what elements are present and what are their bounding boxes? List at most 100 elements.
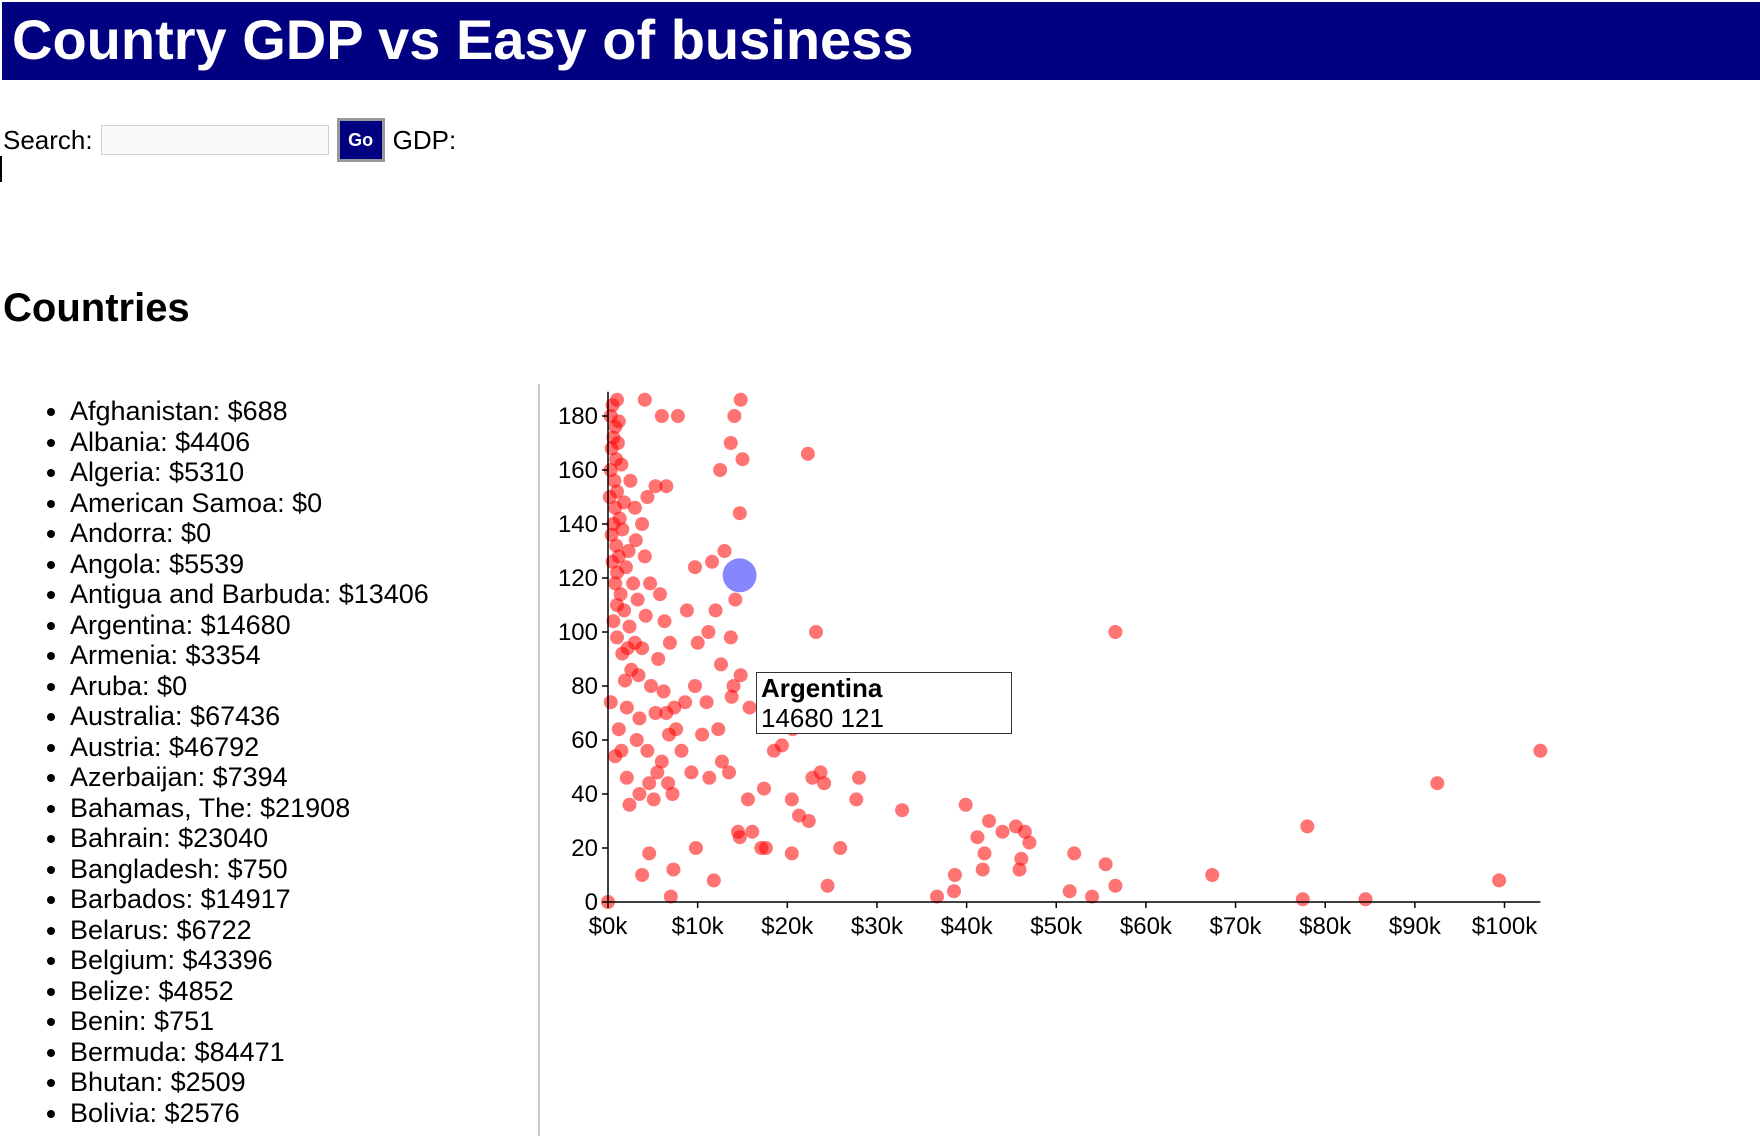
data-point[interactable]	[1533, 743, 1548, 758]
data-point[interactable]	[612, 511, 627, 526]
data-point[interactable]	[646, 792, 661, 807]
data-point[interactable]	[711, 722, 726, 737]
data-point[interactable]	[732, 830, 747, 845]
data-point[interactable]	[656, 684, 671, 699]
data-point[interactable]	[613, 587, 628, 602]
data-point[interactable]	[690, 635, 705, 650]
data-point[interactable]	[1017, 824, 1032, 839]
data-point[interactable]	[654, 409, 669, 423]
data-point[interactable]	[1067, 846, 1082, 861]
data-point[interactable]	[766, 743, 781, 758]
data-point[interactable]	[635, 641, 650, 656]
data-point[interactable]	[728, 592, 743, 607]
data-point[interactable]	[1300, 819, 1315, 834]
data-point[interactable]	[657, 614, 672, 629]
data-point[interactable]	[714, 754, 729, 769]
data-point[interactable]	[640, 743, 655, 758]
data-point[interactable]	[626, 576, 641, 591]
data-point[interactable]	[608, 749, 623, 764]
data-point[interactable]	[627, 500, 642, 515]
data-point[interactable]	[659, 479, 674, 494]
data-point[interactable]	[643, 576, 658, 591]
search-input[interactable]	[100, 125, 329, 155]
data-point[interactable]	[735, 452, 750, 467]
data-point[interactable]	[1492, 873, 1507, 888]
data-point[interactable]	[661, 776, 676, 791]
data-point[interactable]	[640, 490, 655, 504]
data-point[interactable]	[610, 392, 624, 407]
data-point[interactable]	[975, 862, 990, 877]
data-point[interactable]	[621, 544, 636, 558]
data-point[interactable]	[852, 770, 866, 785]
data-point[interactable]	[632, 711, 647, 726]
data-point[interactable]	[684, 765, 699, 780]
data-point[interactable]	[615, 646, 630, 661]
data-point[interactable]	[603, 463, 618, 477]
data-point[interactable]	[732, 506, 747, 521]
data-point[interactable]	[642, 846, 657, 861]
data-point[interactable]	[610, 630, 624, 645]
data-point[interactable]	[1098, 857, 1113, 872]
data-point[interactable]	[688, 679, 702, 693]
data-point[interactable]	[713, 463, 728, 477]
data-point[interactable]	[623, 473, 638, 488]
go-button[interactable]: Go	[336, 118, 385, 162]
data-point[interactable]	[695, 727, 710, 742]
data-point[interactable]	[745, 824, 760, 839]
data-point[interactable]	[895, 803, 910, 818]
highlighted-point[interactable]	[722, 558, 757, 593]
data-point[interactable]	[610, 484, 624, 499]
data-point[interactable]	[970, 830, 985, 845]
data-point[interactable]	[617, 495, 632, 510]
data-point[interactable]	[733, 392, 748, 407]
data-point[interactable]	[1085, 889, 1100, 904]
data-point[interactable]	[723, 630, 738, 645]
data-point[interactable]	[706, 873, 721, 888]
data-point[interactable]	[607, 473, 622, 488]
data-point[interactable]	[669, 722, 684, 737]
data-point[interactable]	[622, 797, 637, 812]
data-point[interactable]	[740, 792, 755, 807]
data-point[interactable]	[699, 695, 714, 710]
data-point[interactable]	[663, 889, 678, 904]
data-point[interactable]	[619, 700, 634, 715]
data-point[interactable]	[784, 846, 799, 861]
data-point[interactable]	[618, 673, 632, 688]
data-point[interactable]	[629, 733, 644, 747]
data-point[interactable]	[805, 770, 820, 785]
data-point[interactable]	[611, 414, 626, 429]
data-point[interactable]	[650, 765, 665, 780]
data-point[interactable]	[1430, 776, 1445, 791]
data-point[interactable]	[947, 884, 961, 899]
data-point[interactable]	[708, 603, 723, 618]
data-point[interactable]	[632, 787, 647, 801]
data-point[interactable]	[603, 695, 618, 710]
data-point[interactable]	[809, 625, 823, 639]
data-point[interactable]	[637, 549, 652, 564]
data-point[interactable]	[648, 479, 663, 494]
data-point[interactable]	[665, 787, 680, 801]
data-point[interactable]	[1022, 835, 1037, 850]
data-point[interactable]	[1014, 851, 1029, 866]
data-point[interactable]	[724, 689, 739, 704]
data-point[interactable]	[622, 619, 637, 634]
data-point[interactable]	[1108, 625, 1123, 639]
data-point[interactable]	[817, 776, 832, 791]
data-point[interactable]	[619, 770, 634, 785]
data-point[interactable]	[635, 517, 650, 531]
data-point[interactable]	[674, 743, 689, 758]
data-point[interactable]	[618, 560, 633, 575]
data-point[interactable]	[784, 792, 799, 807]
data-point[interactable]	[688, 841, 703, 855]
data-point[interactable]	[947, 868, 962, 882]
data-point[interactable]	[727, 409, 742, 423]
data-point[interactable]	[662, 635, 677, 650]
data-point[interactable]	[833, 841, 848, 855]
data-point[interactable]	[1108, 878, 1123, 893]
data-point[interactable]	[670, 409, 685, 423]
data-point[interactable]	[606, 614, 621, 629]
data-point[interactable]	[628, 533, 643, 548]
data-point[interactable]	[977, 846, 992, 861]
data-point[interactable]	[742, 700, 757, 715]
data-point[interactable]	[635, 868, 650, 882]
